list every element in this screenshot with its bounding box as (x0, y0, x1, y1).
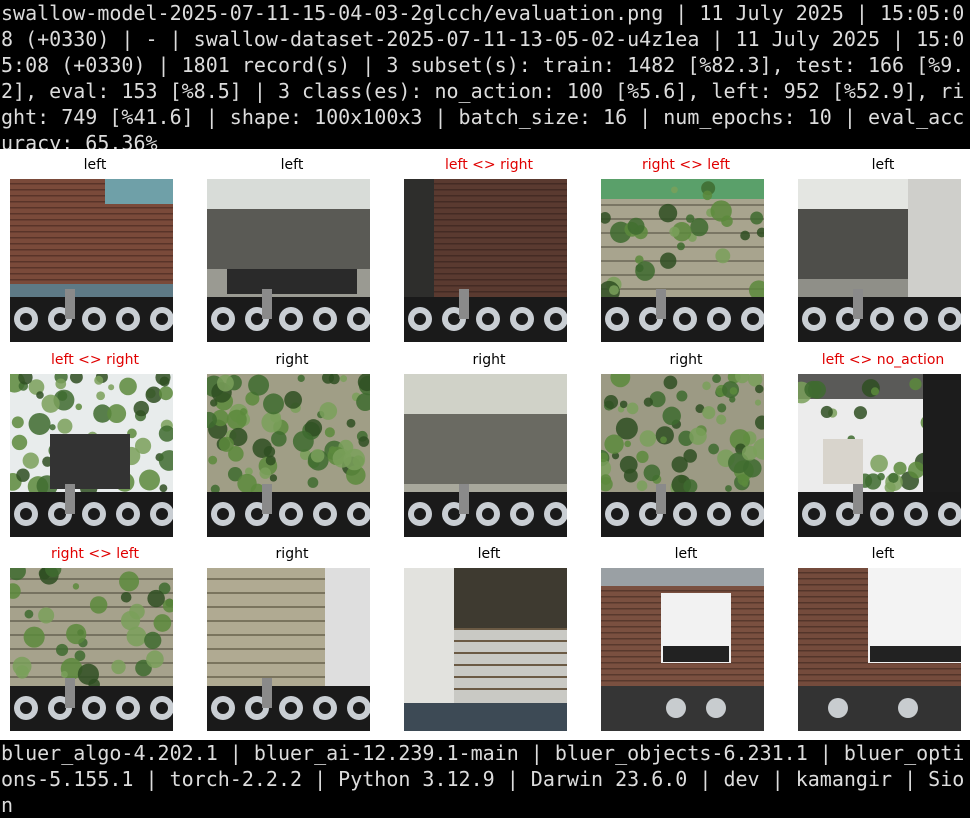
scene-thumbnail (601, 179, 764, 342)
sample-cell: right (394, 347, 584, 541)
scene-thumbnail (601, 568, 764, 731)
sample-image (404, 179, 567, 342)
scene-thumbnail (404, 568, 567, 731)
scene-thumbnail (798, 568, 961, 731)
scene-thumbnail (207, 374, 370, 537)
scene-thumbnail (798, 374, 961, 537)
sample-cell: right <> left (0, 541, 190, 735)
evaluation-grid: left left left <> right right <> left le… (0, 152, 970, 737)
sample-label: left <> right (445, 157, 533, 173)
sample-label: left (477, 546, 501, 562)
sample-cell: right (197, 541, 387, 735)
sample-cell: left (394, 541, 584, 735)
sample-cell: left <> no_action (788, 347, 970, 541)
sample-image (798, 179, 961, 342)
sample-cell: left (788, 541, 970, 735)
sample-cell: right (197, 347, 387, 541)
sample-image (10, 179, 173, 342)
scene-thumbnail (10, 568, 173, 731)
sample-cell: right (591, 347, 781, 541)
sample-cell: left (591, 541, 781, 735)
sample-label: right (472, 352, 506, 368)
evaluation-header-banner: swallow-model-2025-07-11-15-04-03-2glcch… (0, 0, 970, 149)
sample-cell: left (197, 152, 387, 346)
sample-cell: left <> right (394, 152, 584, 346)
sample-image (404, 374, 567, 537)
scene-thumbnail (404, 374, 567, 537)
scene-thumbnail (207, 179, 370, 342)
sample-cell: left <> right (0, 347, 190, 541)
sample-image (10, 568, 173, 731)
sample-image (601, 568, 764, 731)
sample-label: right <> left (642, 157, 730, 173)
sample-image (404, 568, 567, 731)
sample-image (207, 179, 370, 342)
sample-label: right (669, 352, 703, 368)
sample-label: left (871, 157, 895, 173)
sample-cell: left (788, 152, 970, 346)
sample-label: left (83, 157, 107, 173)
sample-label: left <> right (51, 352, 139, 368)
sample-label: left <> no_action (821, 352, 945, 368)
sample-label: right (275, 546, 309, 562)
sample-cell: right <> left (591, 152, 781, 346)
sample-label: right (275, 352, 309, 368)
sample-image (207, 568, 370, 731)
scene-thumbnail (798, 179, 961, 342)
sample-label: left (280, 157, 304, 173)
sample-label: right <> left (51, 546, 139, 562)
scene-thumbnail (601, 374, 764, 537)
scene-thumbnail (404, 179, 567, 342)
sample-image (601, 374, 764, 537)
sample-label: left (674, 546, 698, 562)
sample-image (207, 374, 370, 537)
environment-footer-banner: bluer_algo-4.202.1 | bluer_ai-12.239.1-m… (0, 740, 970, 818)
sample-image (10, 374, 173, 537)
scene-thumbnail (207, 568, 370, 731)
scene-thumbnail (10, 374, 173, 537)
sample-image (798, 568, 961, 731)
scene-thumbnail (10, 179, 173, 342)
sample-cell: left (0, 152, 190, 346)
sample-image (798, 374, 961, 537)
sample-image (601, 179, 764, 342)
sample-label: left (871, 546, 895, 562)
